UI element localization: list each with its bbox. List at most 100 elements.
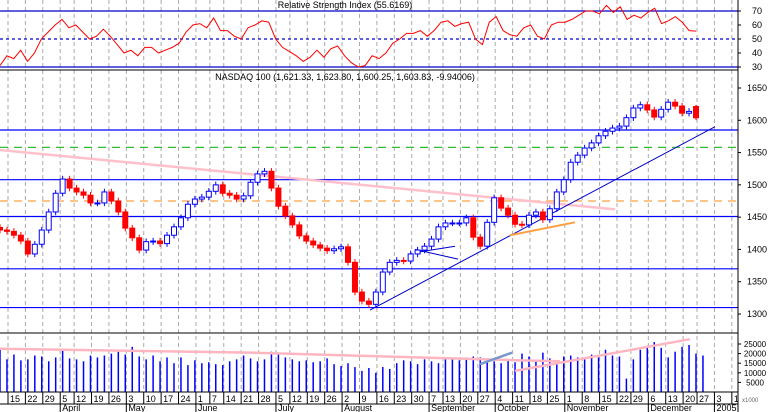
candle-body xyxy=(122,211,129,229)
rsi-panel: Relative Strength Index (55.6169) 70 60 50… xyxy=(0,0,762,72)
week-label: 9 xyxy=(361,394,366,404)
candle-body xyxy=(553,191,560,210)
week-label: 4 xyxy=(497,394,502,404)
candle-body xyxy=(539,211,546,221)
candle-body xyxy=(233,194,240,200)
week-label: 11 xyxy=(515,394,524,404)
week-label: 10 xyxy=(146,394,156,404)
candle-body xyxy=(177,217,184,228)
triangle-line xyxy=(414,245,456,254)
week-label: 20 xyxy=(462,394,472,404)
week-label: 23 xyxy=(396,394,406,404)
price-tick-label: 1500 xyxy=(747,180,767,190)
candle-body xyxy=(623,117,630,127)
month-label: June xyxy=(198,403,218,412)
candle-body xyxy=(665,101,672,110)
price-panel: NASDAQ 100 (1,621.33, 1,623.80, 1,600.25… xyxy=(0,72,767,319)
candle-body xyxy=(3,229,10,232)
month-label: September xyxy=(431,403,475,412)
candle-body xyxy=(212,184,219,192)
week-label: 5 xyxy=(278,394,283,404)
candle-body xyxy=(491,197,498,223)
week-label: 13 xyxy=(668,394,678,404)
candle-body xyxy=(435,226,442,240)
rsi-tick-label: 40 xyxy=(752,48,762,58)
candle-body xyxy=(400,259,407,262)
candle-body xyxy=(94,202,101,205)
candle-body xyxy=(372,291,379,305)
price-tick-label: 1600 xyxy=(747,115,767,125)
week-label: 29 xyxy=(45,394,55,404)
candle-body xyxy=(519,223,525,226)
week-label: 5 xyxy=(62,394,67,404)
candle-body xyxy=(24,240,31,255)
candle-body xyxy=(331,248,338,252)
candle-body xyxy=(428,238,435,247)
candle-body xyxy=(609,127,616,132)
candle-body xyxy=(317,244,324,249)
candle-body xyxy=(414,249,421,255)
month-label: October xyxy=(497,403,529,412)
week-label: 25 xyxy=(549,394,559,404)
price-tick-label: 1650 xyxy=(747,83,767,93)
week-label: 1 xyxy=(567,394,572,404)
candle-body xyxy=(345,246,351,263)
candle-body xyxy=(658,108,665,118)
candle-body xyxy=(45,211,52,231)
week-label: 29 xyxy=(633,394,643,404)
rsi-title: Relative Strength Index (55.6169) xyxy=(278,0,413,10)
candle-body xyxy=(59,178,66,194)
week-label: 8 xyxy=(584,394,589,404)
candle-body xyxy=(338,246,345,250)
candle-body xyxy=(407,253,414,262)
price-tick-label: 1400 xyxy=(747,244,767,254)
candle-body xyxy=(115,200,122,213)
week-label: 19 xyxy=(309,394,319,404)
candle-body xyxy=(532,211,539,216)
candle-body xyxy=(351,261,358,293)
candle-body xyxy=(219,184,226,194)
candle-body xyxy=(365,300,372,305)
candle-body xyxy=(672,101,679,107)
price-tick-label: 1450 xyxy=(747,212,767,222)
candle-body xyxy=(470,217,477,238)
price-tick-label: 1350 xyxy=(747,277,767,287)
candle-body xyxy=(310,240,317,246)
candle-body xyxy=(247,181,254,197)
candle-body xyxy=(386,261,393,273)
week-label: 20 xyxy=(685,394,695,404)
candle-body xyxy=(679,105,686,114)
candle-body xyxy=(268,170,275,189)
candle-body xyxy=(358,291,365,302)
week-label: 19 xyxy=(94,394,104,404)
price-tick-label: 1550 xyxy=(747,148,767,158)
week-label: 18 xyxy=(532,394,542,404)
volume-tick-label: 5000 xyxy=(746,378,764,387)
candle-body xyxy=(136,237,143,251)
week-label: 30 xyxy=(414,394,424,404)
volume-tick-label: 20000 xyxy=(744,350,767,359)
week-label: 3 xyxy=(716,394,721,404)
volume-tick-label: 15000 xyxy=(744,359,767,368)
candle-body xyxy=(393,259,400,263)
candle-body xyxy=(324,247,331,252)
week-label: 3 xyxy=(128,394,133,404)
candle-body xyxy=(0,226,3,231)
candle-body xyxy=(150,240,157,243)
candle-body xyxy=(379,271,386,293)
month-label: November xyxy=(567,403,609,412)
week-label: 27 xyxy=(480,394,490,404)
candle-body xyxy=(282,205,289,217)
week-label: 7 xyxy=(212,394,217,404)
channel-line xyxy=(509,221,576,237)
candle-body xyxy=(289,215,296,226)
candle-body xyxy=(157,240,164,245)
month-label: December xyxy=(650,403,692,412)
downtrend-line xyxy=(0,148,616,211)
candle-body xyxy=(442,222,449,228)
candle-body xyxy=(31,243,38,255)
candle-body xyxy=(651,109,658,118)
week-label: 16 xyxy=(379,394,389,404)
volume-tick-label: 25000 xyxy=(744,340,767,349)
